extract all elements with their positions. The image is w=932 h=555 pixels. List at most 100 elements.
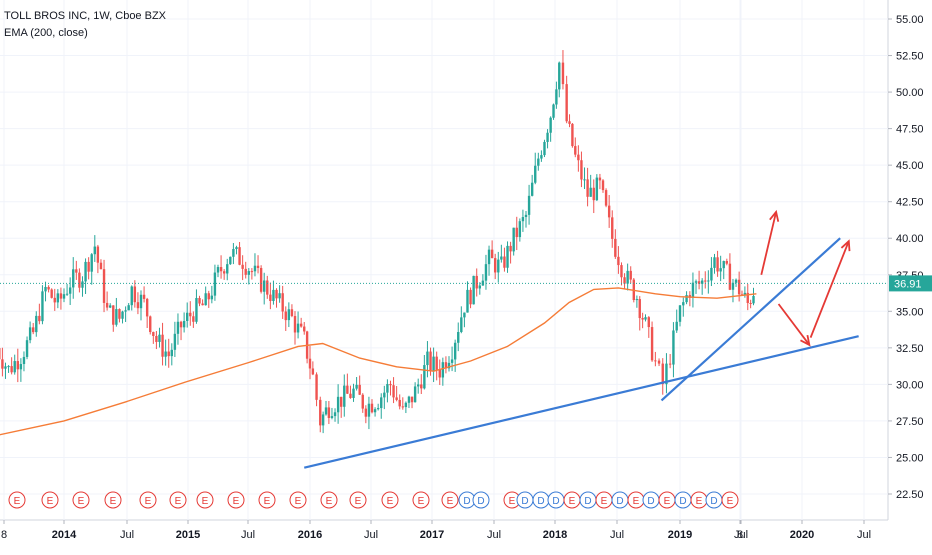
candle-body — [453, 342, 457, 360]
earnings-marker[interactable] — [72, 491, 90, 509]
x-tick-label: Jul — [734, 529, 748, 541]
candle-body — [420, 384, 423, 389]
candle-body — [124, 310, 127, 312]
event-marker-label: E — [326, 496, 333, 507]
candle-body — [361, 394, 364, 409]
earnings-marker[interactable] — [169, 491, 187, 509]
earnings-marker[interactable] — [41, 491, 59, 509]
candle-body — [53, 297, 56, 303]
candle-body — [272, 289, 275, 302]
candle-body — [136, 302, 140, 309]
candle-body — [389, 384, 392, 386]
earnings-marker[interactable] — [441, 491, 459, 509]
price-axis[interactable] — [888, 0, 932, 550]
candle-body — [475, 275, 478, 289]
candle-body — [311, 368, 315, 375]
candle-body — [574, 146, 577, 155]
event-marker-label: E — [295, 496, 302, 507]
candle-body — [226, 264, 229, 274]
x-tick-label: 2018 — [543, 529, 567, 541]
candle-body — [207, 293, 210, 300]
candle-body — [204, 293, 207, 306]
x-tick-label: 2019 — [668, 529, 692, 541]
chart-legend: TOLL BROS INC, 1W, Cboe BZX EMA (200, cl… — [4, 8, 166, 42]
candle-body — [87, 261, 90, 272]
candle-body — [713, 257, 716, 268]
candle-body — [685, 295, 688, 303]
candle-body — [10, 366, 13, 373]
candle-body — [620, 265, 623, 278]
candle-body — [530, 182, 534, 196]
candle-body — [112, 305, 115, 325]
arrow-line[interactable] — [809, 240, 850, 338]
candle-body — [96, 246, 100, 263]
earnings-marker[interactable] — [412, 491, 430, 509]
event-marker-label: E — [14, 496, 21, 507]
symbol-title[interactable]: TOLL BROS INC, 1W, Cboe BZX — [4, 10, 166, 22]
candle-body — [398, 399, 401, 407]
candle-body — [432, 356, 435, 371]
candle-body — [503, 256, 506, 268]
candle-body — [256, 265, 260, 268]
candle-body — [16, 361, 19, 370]
candle-body — [78, 272, 81, 288]
candle-body — [142, 294, 146, 299]
ema-line[interactable] — [0, 287, 757, 436]
earnings-marker[interactable] — [196, 491, 214, 509]
event-marker-label: E — [601, 496, 608, 507]
candle-body — [401, 406, 404, 408]
earnings-marker[interactable] — [258, 491, 276, 509]
candle-body — [534, 165, 537, 183]
candle-body — [38, 315, 41, 322]
candle-body — [167, 351, 170, 357]
earnings-marker[interactable] — [104, 491, 122, 509]
candle-body — [130, 286, 133, 306]
y-tick-label: 47.50 — [896, 124, 924, 136]
candle-body — [352, 388, 355, 398]
candle-body — [349, 393, 352, 398]
candle-body — [84, 261, 87, 282]
earnings-marker[interactable] — [227, 491, 245, 509]
earnings-marker[interactable] — [349, 491, 367, 509]
candle-body — [540, 155, 543, 159]
event-marker-label: E — [418, 496, 425, 507]
candle-body — [198, 298, 201, 304]
earnings-marker[interactable] — [721, 491, 739, 509]
earnings-marker[interactable] — [139, 491, 157, 509]
dividend-marker[interactable] — [472, 491, 490, 509]
y-tick-label: 30.00 — [896, 379, 924, 391]
candle-body — [635, 299, 639, 301]
indicator-title[interactable]: EMA (200, close) — [4, 27, 88, 39]
trendline[interactable] — [303, 335, 859, 469]
candle-body — [734, 279, 738, 283]
candle-body — [558, 62, 561, 90]
event-marker-label: D — [584, 496, 591, 507]
candle-body — [284, 311, 287, 321]
earnings-marker[interactable] — [289, 491, 307, 509]
earnings-marker[interactable] — [8, 491, 26, 509]
x-tick-label: Jul — [241, 529, 255, 541]
x-tick-label: Jul — [120, 529, 134, 541]
arrow-line[interactable] — [760, 211, 777, 275]
candle-body — [710, 267, 713, 281]
candle-body — [417, 384, 420, 387]
candle-body — [290, 309, 294, 317]
candle-body — [102, 269, 106, 303]
candle-body — [537, 158, 540, 166]
candle-body — [173, 333, 177, 350]
candle-body — [407, 396, 411, 403]
x-tick-label: 8 — [1, 529, 7, 541]
candle-body — [269, 294, 272, 302]
candle-body — [376, 408, 380, 410]
arrow-line[interactable] — [777, 303, 811, 346]
earnings-marker[interactable] — [320, 491, 338, 509]
candle-body — [527, 195, 531, 215]
trendline[interactable] — [660, 237, 841, 402]
earnings-marker[interactable] — [381, 491, 399, 509]
candle-body — [647, 317, 650, 328]
event-marker-label: D — [537, 496, 544, 507]
candle-body — [395, 397, 398, 400]
candle-body — [668, 363, 672, 365]
